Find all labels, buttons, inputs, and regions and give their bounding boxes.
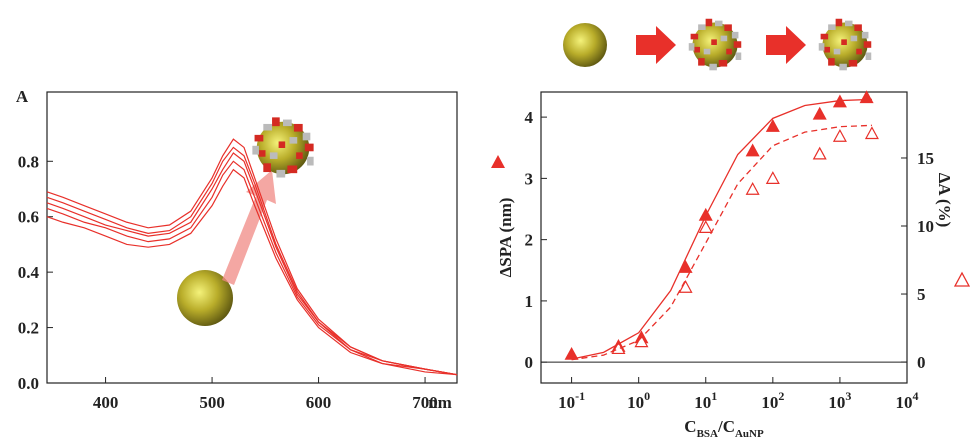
x-tick-label-exponent: 4: [913, 389, 919, 403]
y-tick-label: 3: [525, 169, 534, 188]
y-tick-label: 0.6: [18, 208, 39, 227]
data-point: [814, 108, 826, 119]
x-tick-label-exponent: 3: [845, 389, 851, 403]
y-tick-label: 15: [917, 149, 934, 168]
legend-marker: [955, 273, 969, 286]
y-axis-label: A: [16, 87, 29, 106]
x-tick-label-exponent: -1: [575, 389, 585, 403]
x-tick-label: 100: [627, 389, 650, 412]
fit-line: [572, 125, 872, 359]
fit-line: [572, 99, 872, 359]
y-tick-label: 0.2: [18, 319, 39, 338]
data-point: [566, 348, 578, 359]
spectrum-line: [47, 153, 457, 375]
spectrum-line: [47, 139, 457, 375]
x-axis-label: CBSA/CAuNP: [684, 417, 764, 440]
x-tick-label: 600: [306, 393, 332, 412]
y-tick-label: 0.4: [18, 263, 40, 282]
x-tick-label-base: 500: [199, 393, 225, 412]
x-axis-label-part: C: [684, 417, 696, 436]
y-tick-label: 4: [525, 108, 534, 127]
y2-axis-label: ΔA (%): [935, 173, 954, 228]
x-tick-label-base: 600: [306, 393, 332, 412]
x-tick-label-base: 10: [761, 393, 778, 412]
x-tick-label: 103: [828, 389, 851, 412]
x-axis-label: nm: [428, 393, 452, 412]
y-tick-label: 1: [525, 292, 534, 311]
y-tick-label: 10: [917, 217, 934, 236]
coated-nanoparticle: [252, 117, 313, 177]
x-tick-label: 400: [93, 393, 119, 412]
x-tick-label-base: 10: [828, 393, 845, 412]
data-point: [680, 281, 692, 292]
legend-marker: [491, 155, 505, 168]
x-tick-label: 101: [694, 389, 717, 412]
coated-nanoparticle: [819, 19, 872, 71]
x-tick-label-base: 10: [694, 393, 711, 412]
data-point: [747, 145, 759, 156]
spectrum-line: [47, 170, 457, 375]
gold-nanoparticle: [563, 23, 607, 67]
arrow: [636, 26, 676, 64]
coated-nanoparticle: [689, 19, 742, 71]
y-tick-label: 5: [917, 285, 926, 304]
data-point: [767, 172, 779, 183]
x-axis-label-part: AuNP: [735, 428, 764, 440]
y-tick-label: 0: [917, 353, 926, 372]
x-tick-label-base: 10: [896, 393, 913, 412]
x-tick-label-exponent: 0: [644, 389, 650, 403]
y-tick-label: 0.0: [18, 374, 39, 393]
data-point: [861, 92, 873, 103]
x-tick-label-base: 10: [558, 393, 575, 412]
arrow: [766, 26, 806, 64]
data-point: [834, 130, 846, 141]
x-tick-label-exponent: 2: [778, 389, 784, 403]
x-tick-label-base: 400: [93, 393, 119, 412]
x-tick-label-exponent: 1: [711, 389, 717, 403]
plot-frame: [541, 92, 907, 383]
y-tick-label: 2: [525, 231, 534, 250]
x-axis-label-part: /C: [717, 417, 735, 436]
x-tick-label: 102: [761, 389, 784, 412]
y-tick-label: 0: [525, 353, 534, 372]
data-point: [866, 127, 878, 138]
x-tick-label: 10-1: [558, 389, 585, 412]
x-tick-label: 500: [199, 393, 225, 412]
x-tick-label: 104: [896, 389, 919, 412]
x-axis-label-part: BSA: [697, 428, 718, 440]
data-point: [747, 183, 759, 194]
data-point: [700, 221, 712, 232]
arrow: [222, 170, 276, 285]
figure: 4005006007000.00.20.40.60.8Anm10-1100101…: [0, 0, 973, 447]
y-axis-label: ΔSPA (nm): [496, 198, 515, 278]
y-tick-label: 0.8: [18, 152, 39, 171]
x-tick-label-base: 10: [627, 393, 644, 412]
data-point: [814, 148, 826, 159]
